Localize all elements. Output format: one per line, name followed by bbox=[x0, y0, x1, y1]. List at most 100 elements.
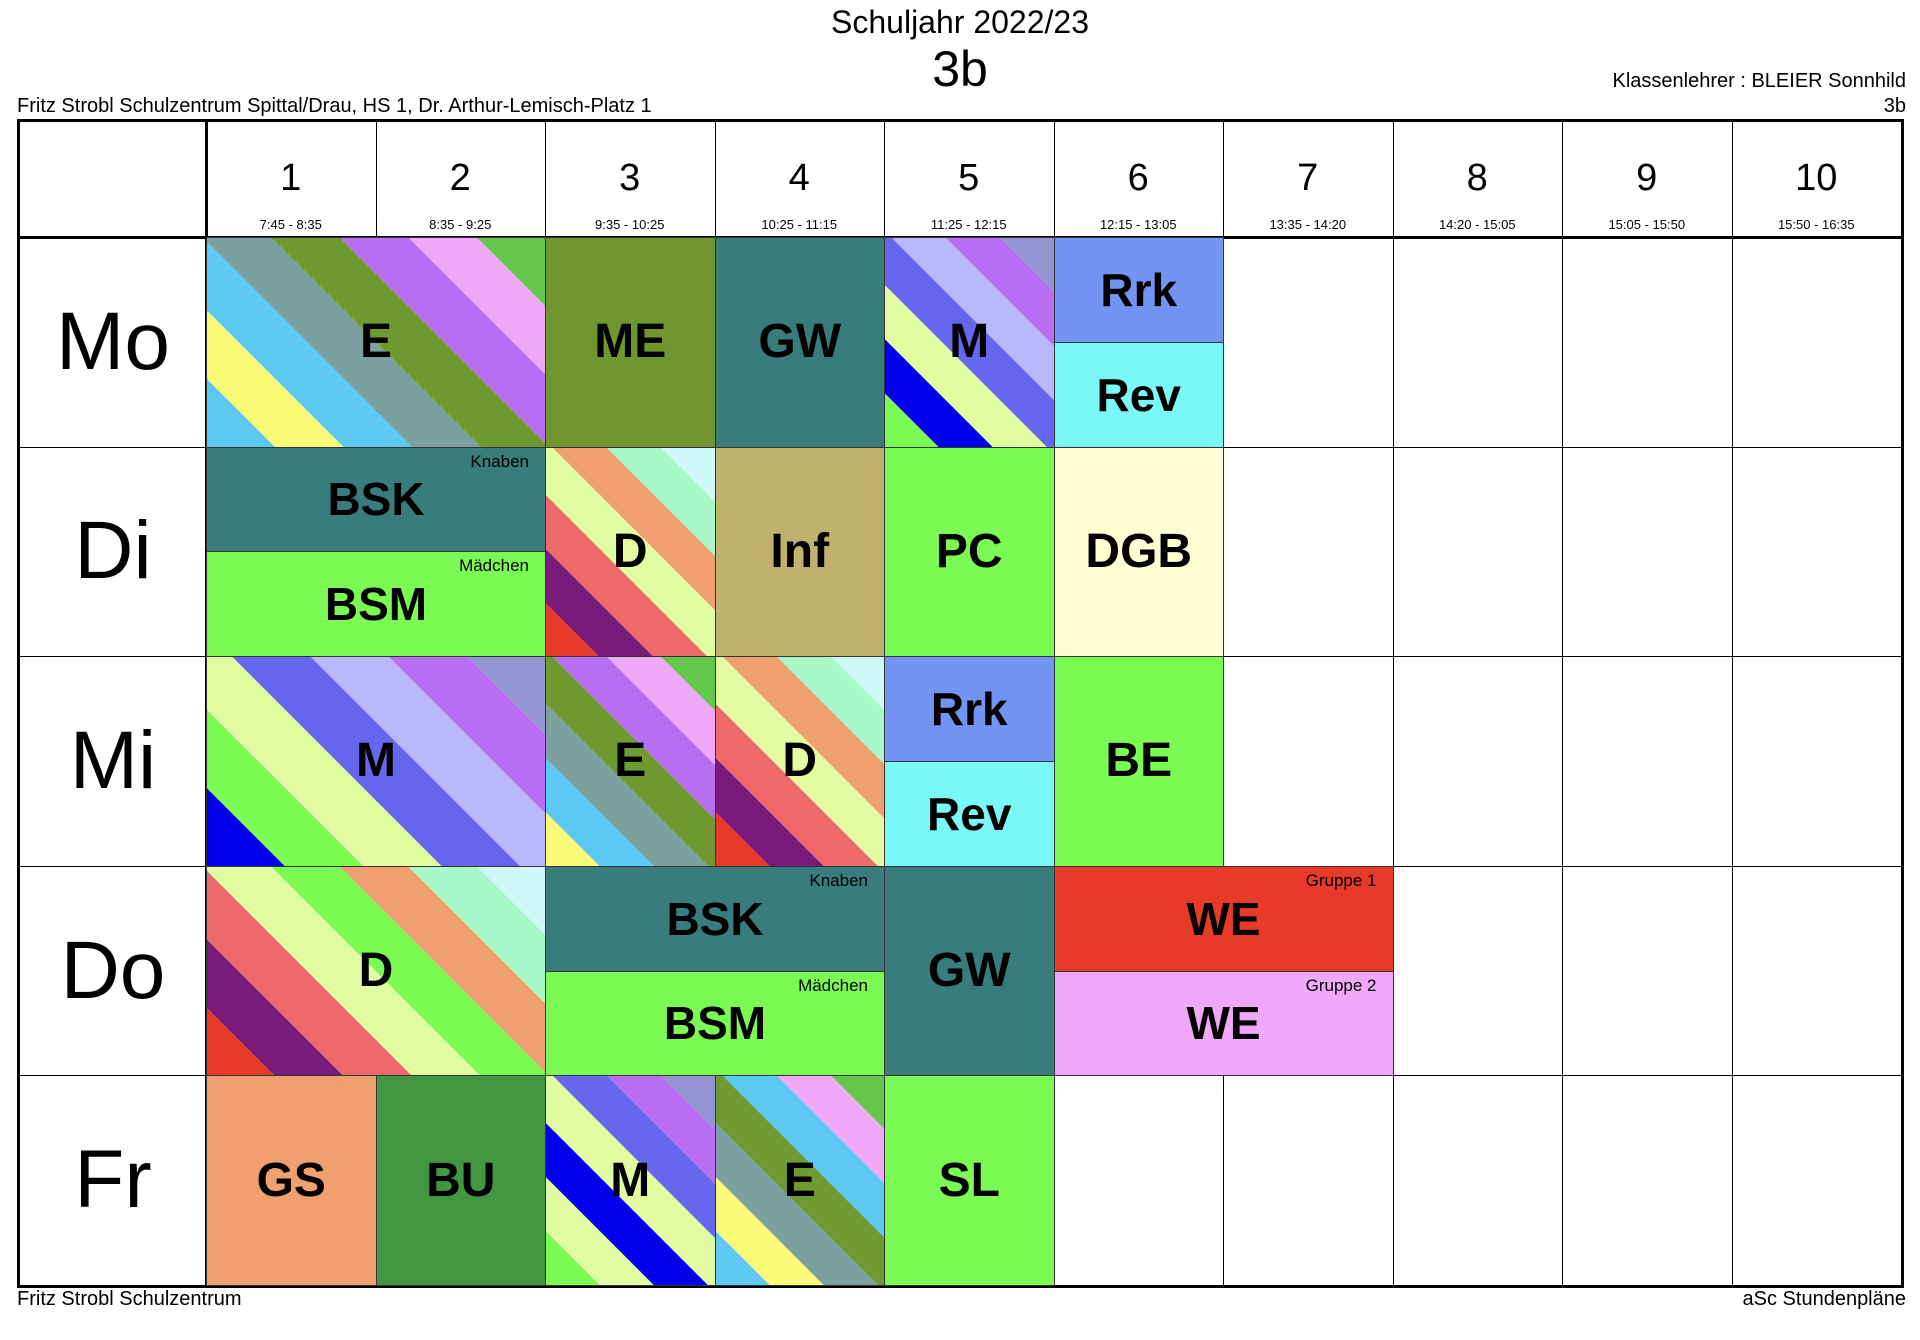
lesson-we[interactable]: WE Gruppe 2 bbox=[1053, 970, 1394, 1077]
lesson-rev[interactable]: Rev bbox=[884, 761, 1055, 867]
period-header-3: 3 9:35 - 10:25 bbox=[545, 122, 715, 237]
lesson-be[interactable]: BE bbox=[1053, 656, 1224, 867]
stripe bbox=[553, 447, 715, 610]
stripe bbox=[715, 657, 885, 866]
period-time: 14:20 - 15:05 bbox=[1438, 217, 1516, 232]
stripe bbox=[546, 1076, 715, 1285]
stripe bbox=[408, 238, 545, 375]
lesson-stripes bbox=[546, 447, 715, 657]
period-number: 4 bbox=[788, 157, 810, 199]
lesson-d[interactable]: D bbox=[714, 656, 885, 867]
lesson-bsm[interactable]: BSM Mädchen bbox=[206, 551, 546, 658]
lesson-stripes bbox=[207, 866, 545, 1076]
stripe bbox=[715, 1231, 769, 1285]
lesson-subject: E bbox=[614, 734, 647, 788]
stripe bbox=[553, 1076, 715, 1238]
period-time: 9:35 - 10:25 bbox=[595, 217, 665, 232]
day-row-di: Di bbox=[20, 447, 206, 657]
stripe bbox=[408, 866, 545, 1003]
period-header-5: 5 11:25 - 12:15 bbox=[884, 122, 1054, 237]
lesson-d[interactable]: D bbox=[545, 446, 716, 658]
lesson-d[interactable]: D bbox=[206, 865, 546, 1077]
lesson-e[interactable]: E bbox=[545, 656, 716, 867]
lesson-gw[interactable]: GW bbox=[714, 237, 885, 448]
period-header-4: 4 10:25 - 11:15 bbox=[715, 122, 885, 237]
lesson-subject: Rrk bbox=[930, 683, 1008, 736]
lesson-subject: ME bbox=[594, 315, 667, 369]
lesson-subject: D bbox=[358, 944, 394, 998]
period-time: 13:35 - 14:20 bbox=[1269, 217, 1347, 232]
day-row-fr: Fr bbox=[20, 1075, 206, 1285]
lesson-gw[interactable]: GW bbox=[884, 865, 1055, 1077]
stripe bbox=[271, 866, 545, 1076]
lesson-subject: E bbox=[783, 1153, 816, 1207]
period-number: 10 bbox=[1795, 157, 1838, 199]
period-number: 2 bbox=[449, 157, 471, 199]
stripe bbox=[546, 657, 715, 866]
lesson-subject: BSK bbox=[327, 473, 425, 526]
period-number: 6 bbox=[1127, 157, 1149, 199]
lesson-stripes bbox=[207, 657, 545, 866]
period-header-2: 2 8:35 - 9:25 bbox=[376, 122, 546, 237]
school-address: Fritz Strobl Schulzentrum Spittal/Drau, … bbox=[17, 95, 652, 117]
lesson-subject: Rev bbox=[1096, 368, 1181, 421]
lesson-bsk[interactable]: BSK Knaben bbox=[545, 865, 885, 972]
period-time: 12:15 - 13:05 bbox=[1099, 217, 1177, 232]
day-label: Mo bbox=[56, 295, 170, 387]
lesson-m[interactable]: M bbox=[206, 656, 546, 867]
lesson-me[interactable]: ME bbox=[545, 237, 716, 448]
lesson-bsm[interactable]: BSM Mädchen bbox=[545, 970, 885, 1077]
lesson-e[interactable]: E bbox=[714, 1075, 885, 1286]
stripe bbox=[892, 238, 1054, 400]
stripe bbox=[546, 812, 600, 866]
lesson-bu[interactable]: BU bbox=[375, 1075, 546, 1286]
period-time: 11:25 - 12:15 bbox=[930, 217, 1007, 232]
lesson-we[interactable]: WE Gruppe 1 bbox=[1053, 865, 1394, 972]
lesson-subject: BSM bbox=[324, 578, 428, 631]
lesson-pc[interactable]: PC bbox=[884, 446, 1055, 658]
lesson-stripes bbox=[715, 657, 885, 866]
period-header-8: 8 14:20 - 15:05 bbox=[1393, 122, 1563, 237]
stripe bbox=[715, 812, 769, 866]
lesson-subject: Rrk bbox=[1100, 263, 1178, 316]
lesson-subject: D bbox=[612, 524, 648, 578]
period-time: 15:50 - 16:35 bbox=[1777, 217, 1855, 232]
stripe bbox=[271, 238, 545, 447]
stripe bbox=[207, 238, 481, 447]
lesson-subject: M bbox=[610, 1153, 651, 1207]
lesson-rrk[interactable]: Rrk bbox=[1053, 237, 1224, 343]
lesson-gs[interactable]: GS bbox=[206, 1075, 377, 1286]
stripe bbox=[553, 657, 715, 819]
lesson-subject: E bbox=[359, 315, 392, 369]
lesson-e[interactable]: E bbox=[206, 237, 546, 448]
stripe bbox=[207, 657, 442, 866]
lesson-group-label: Gruppe 2 bbox=[1305, 975, 1377, 995]
stripe bbox=[546, 1231, 600, 1285]
lesson-inf[interactable]: Inf bbox=[714, 446, 885, 658]
lesson-group-label: Gruppe 1 bbox=[1305, 870, 1377, 890]
stripe bbox=[310, 657, 545, 866]
lesson-m[interactable]: M bbox=[545, 1075, 716, 1286]
lesson-subject: WE bbox=[1186, 997, 1261, 1050]
lesson-subject: WE bbox=[1186, 892, 1261, 945]
day-row-mo: Mo bbox=[20, 237, 206, 447]
lesson-dgb[interactable]: DGB bbox=[1053, 446, 1224, 658]
lesson-subject: GW bbox=[927, 944, 1011, 998]
period-time: 8:35 - 9:25 bbox=[429, 217, 492, 232]
lesson-rrk[interactable]: Rrk bbox=[884, 656, 1055, 762]
lesson-subject: DGB bbox=[1085, 524, 1193, 578]
lesson-group-label: Mädchen bbox=[798, 975, 868, 995]
period-header-7: 7 13:35 - 14:20 bbox=[1223, 122, 1393, 237]
lesson-subject: M bbox=[356, 734, 396, 788]
grid-line bbox=[1731, 122, 1733, 1285]
stripe bbox=[715, 1076, 885, 1285]
lesson-group-label: Mädchen bbox=[459, 556, 529, 576]
lesson-stripes bbox=[885, 238, 1054, 447]
stripe bbox=[885, 238, 1054, 447]
lesson-rev[interactable]: Rev bbox=[1053, 341, 1224, 448]
day-row-mi: Mi bbox=[20, 656, 206, 866]
lesson-sl[interactable]: SL bbox=[884, 1075, 1055, 1286]
lesson-subject: GS bbox=[256, 1153, 326, 1207]
lesson-m[interactable]: M bbox=[884, 237, 1055, 448]
lesson-bsk[interactable]: BSK Knaben bbox=[206, 446, 546, 553]
